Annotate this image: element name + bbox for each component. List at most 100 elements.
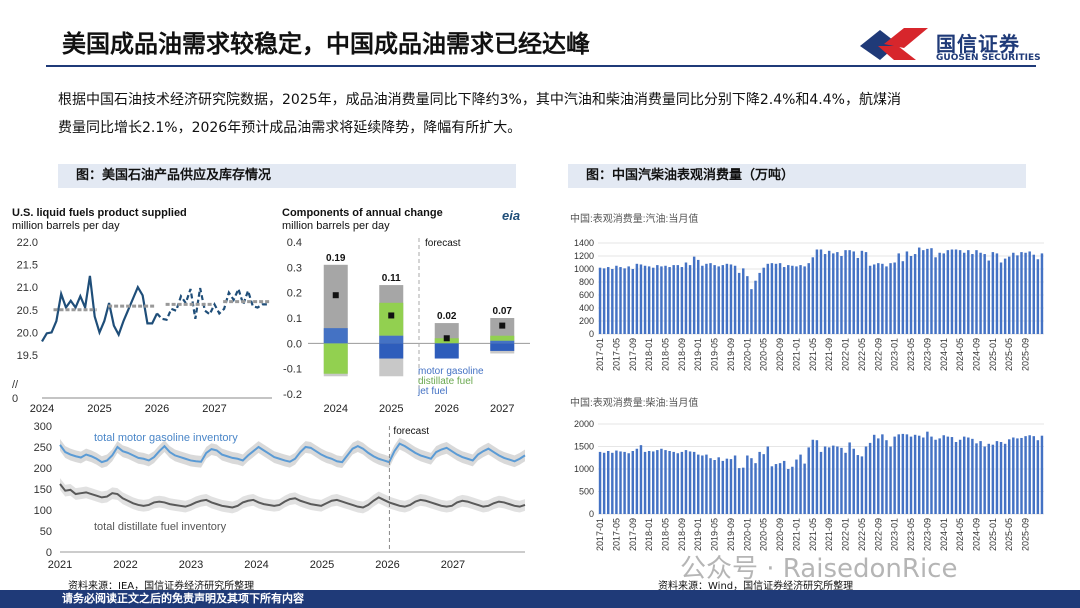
bar (660, 266, 663, 334)
bar (656, 450, 659, 514)
bar (701, 455, 704, 514)
bar (791, 466, 794, 514)
bar (688, 265, 692, 334)
bar (954, 249, 958, 334)
bar (619, 451, 622, 514)
bar (832, 445, 835, 514)
x-tick-label: 2018-09 (677, 338, 687, 371)
bar-gasoline-negative (434, 343, 459, 359)
y-tick-label: 2000 (574, 419, 594, 429)
bar (598, 267, 602, 334)
bar (917, 435, 921, 514)
bar (713, 265, 716, 334)
x-tick-label: 2020-01 (742, 338, 752, 371)
x-tick-label: 2021 (48, 559, 72, 571)
logo-text-en: GUOSEN SECURITIES (936, 53, 1041, 63)
bar (856, 257, 860, 334)
x-tick-label: 2025-01 (988, 518, 998, 551)
bar (930, 436, 933, 514)
x-tick-label: 2023-09 (922, 518, 932, 551)
x-tick-label: 2022-01 (841, 518, 851, 551)
bar (721, 460, 725, 514)
bar (602, 268, 606, 334)
axis-break-label: 0 (12, 393, 18, 405)
bar (979, 441, 982, 514)
bar (607, 267, 610, 334)
bar (950, 249, 954, 334)
y-tick-label: 0 (46, 547, 52, 559)
bar (623, 451, 626, 514)
x-tick-label: 2019-09 (726, 338, 736, 371)
bar (950, 437, 954, 514)
bar-other-positive (434, 323, 459, 344)
x-tick-label: 2022-01 (841, 338, 851, 371)
x-tick-label: 2022-05 (857, 518, 867, 551)
bar (721, 265, 725, 334)
bar (868, 265, 872, 334)
bar (942, 253, 945, 334)
bar (832, 253, 835, 334)
x-tick-label: 2023-09 (922, 338, 932, 371)
y-tick-label: 100 (34, 505, 52, 517)
total-marker (499, 322, 506, 329)
chart-title: 中国:表观消费量:汽油:当月值 (570, 212, 698, 225)
bar (848, 442, 851, 514)
bar (946, 250, 950, 334)
x-tick-label: 2025-09 (1021, 518, 1031, 551)
bar (848, 250, 851, 334)
bar (807, 263, 810, 334)
x-tick-label: 2026 (435, 403, 459, 415)
bar (762, 454, 765, 514)
x-tick-label: 2017-01 (595, 518, 605, 551)
bar (889, 263, 892, 334)
bar (795, 459, 798, 514)
intro-line-1: 根据中国石油技术经济研究院数据，2025年，成品油消费量同比下降约3%，其中汽油… (58, 92, 901, 108)
bar (778, 263, 782, 334)
x-tick-label: 2021-05 (808, 338, 818, 371)
chart-title: Components of annual change (282, 207, 443, 219)
x-tick-label: 2019-01 (693, 338, 703, 371)
bar (856, 455, 860, 514)
x-tick-label: 2023-01 (890, 338, 900, 371)
bar-gasoline-negative (379, 343, 404, 359)
bar (774, 263, 778, 334)
bar (758, 451, 761, 514)
bar (635, 263, 639, 334)
x-tick-label: 2020-09 (775, 518, 785, 551)
bar (922, 250, 925, 334)
x-tick-label: 2025 (87, 403, 111, 415)
us-supply-chart: U.S. liquid fuels product suppliedmillio… (12, 207, 272, 415)
bar (754, 463, 757, 514)
bar-distillate-negative (323, 343, 348, 374)
bar (934, 439, 937, 514)
bar (676, 453, 680, 514)
x-tick-label: 2024-05 (955, 518, 965, 551)
total-marker (332, 292, 339, 299)
bar (639, 445, 643, 514)
bar (860, 456, 864, 514)
bar (885, 266, 888, 334)
bar (897, 253, 900, 334)
y-tick-label: 800 (579, 277, 594, 287)
left-source-note: 资料来源：IEA，国信证券经济研究所整理 (68, 581, 255, 592)
bar (999, 442, 1003, 514)
bar (709, 458, 712, 514)
bar (983, 254, 986, 334)
bar (909, 256, 913, 334)
intro-line-2: 费量同比增长2.1%，2026年预计成品油需求将延续降势，降幅有所扩大。 (58, 120, 522, 136)
bar (631, 451, 635, 514)
y-tick-label: 300 (34, 421, 52, 433)
bar (1040, 435, 1044, 514)
y-tick-label: 400 (579, 303, 594, 313)
bar (1040, 253, 1044, 334)
bar (697, 454, 700, 514)
bar (938, 252, 941, 334)
bar (836, 446, 839, 514)
bar (1028, 435, 1031, 514)
bar-gasoline-negative (490, 343, 515, 351)
bar (791, 265, 794, 334)
bar (811, 257, 815, 334)
bar (754, 280, 757, 334)
y-tick-label: 200 (34, 463, 52, 475)
